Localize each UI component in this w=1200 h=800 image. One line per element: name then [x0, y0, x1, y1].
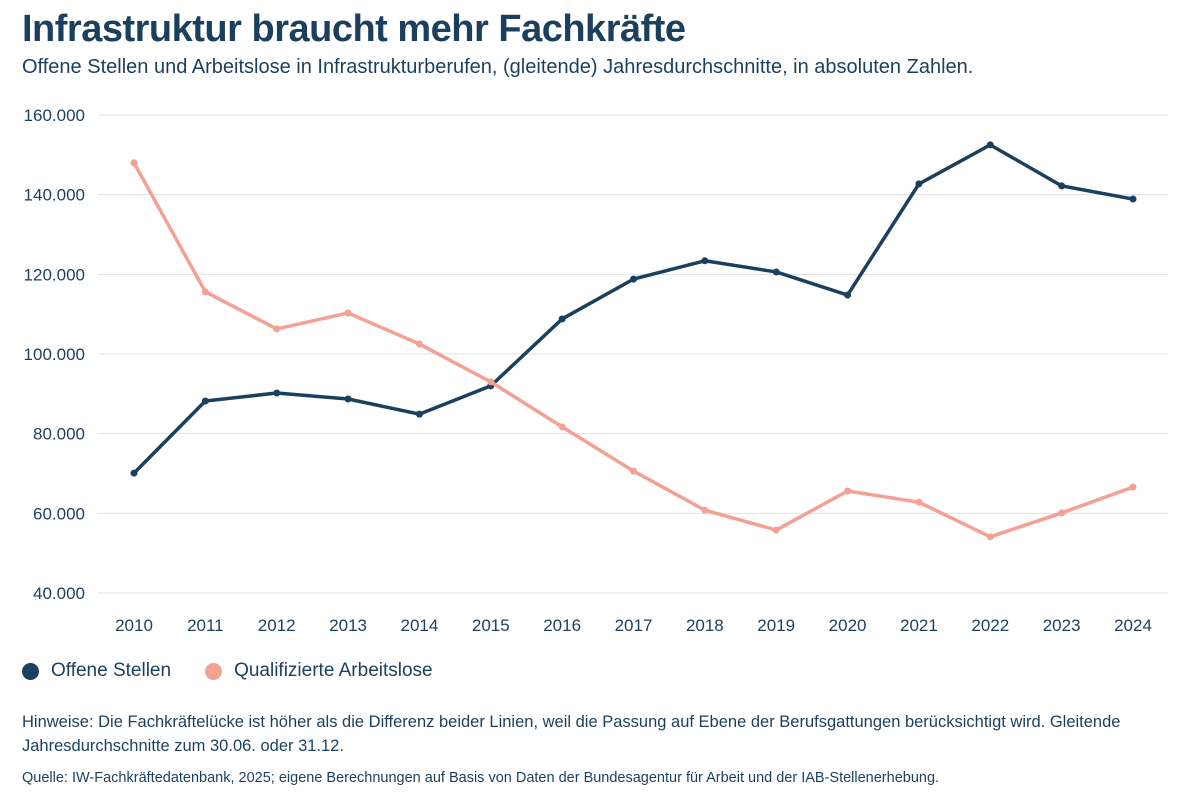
data-point — [558, 423, 566, 431]
legend-label: Offene Stellen — [51, 660, 172, 681]
data-point — [701, 506, 709, 514]
series-line-1 — [132, 161, 1134, 539]
chart-title: Infrastruktur braucht mehr Fachkräfte — [22, 8, 686, 50]
y-tick-label: 160.000 — [24, 106, 85, 125]
legend-item: Qualifizierte Arbeitslose — [205, 660, 433, 682]
line-chart: 40.000 60.000 80.000 100.000 120.000 140.000 1… — [24, 106, 1168, 635]
legend-marker — [205, 662, 223, 680]
x-tick-label: 2024 — [1114, 616, 1152, 635]
legend-item: Offene Stellen — [22, 660, 171, 682]
source-text: Quelle: IW-Fachkräftedatenbank, 2025; ei… — [22, 770, 940, 786]
data-point — [201, 397, 209, 405]
y-tick-label: 40.000 — [33, 584, 85, 603]
data-point — [772, 268, 780, 276]
data-point — [915, 498, 923, 506]
x-tick-label: 2022 — [971, 616, 1009, 635]
legend-marker — [22, 662, 39, 680]
note-text: Hinweise: Die Fachkräftelücke ist höher … — [22, 713, 1121, 755]
data-point — [273, 389, 281, 397]
x-tick-label: 2011 — [187, 616, 224, 635]
data-point — [344, 395, 352, 403]
x-tick-label: 2010 — [115, 616, 153, 635]
x-tick-label: 2015 — [472, 616, 510, 635]
data-point — [630, 467, 637, 475]
data-point — [201, 288, 209, 296]
x-tick-label: 2023 — [1043, 616, 1081, 635]
data-point — [415, 340, 423, 348]
data-point — [344, 309, 352, 317]
series-line-0 — [132, 143, 1134, 475]
data-point — [630, 275, 637, 283]
data-point — [273, 325, 281, 333]
data-point — [1129, 483, 1137, 491]
x-tick-label: 2019 — [757, 616, 795, 635]
data-point — [986, 141, 994, 149]
legend-label: Qualifizierte Arbeitslose — [234, 660, 433, 681]
y-tick-label: 60.000 — [33, 504, 85, 523]
data-point — [558, 315, 566, 323]
data-point — [130, 469, 138, 477]
y-tick-label: 80.000 — [33, 425, 85, 444]
data-point — [1129, 195, 1137, 203]
data-point — [701, 257, 709, 265]
x-tick-label: 2020 — [829, 616, 867, 635]
data-point — [487, 378, 495, 386]
x-tick-label: 2013 — [329, 616, 367, 635]
x-tick-label: 2021 — [900, 616, 938, 635]
data-point — [415, 410, 423, 418]
data-point — [844, 291, 852, 299]
data-point — [772, 526, 780, 534]
x-tick-label: 2014 — [401, 616, 439, 635]
x-tick-label: 2017 — [615, 616, 653, 635]
data-point — [1058, 182, 1066, 190]
data-point — [915, 180, 923, 188]
y-tick-label: 140.000 — [24, 186, 85, 205]
y-tick-label: 100.000 — [24, 345, 85, 364]
data-point — [130, 159, 138, 167]
x-tick-label: 2018 — [686, 616, 724, 635]
chart-subtitle: Offene Stellen und Arbeitslose in Infras… — [22, 56, 974, 78]
data-point — [844, 487, 852, 495]
x-tick-label: 2016 — [543, 616, 581, 635]
data-point — [1058, 509, 1066, 517]
legend: Offene Stellen Qualifizierte Arbeitslose — [22, 660, 433, 682]
data-point — [986, 533, 994, 541]
y-tick-label: 120.000 — [24, 265, 85, 284]
x-tick-label: 2012 — [258, 616, 296, 635]
